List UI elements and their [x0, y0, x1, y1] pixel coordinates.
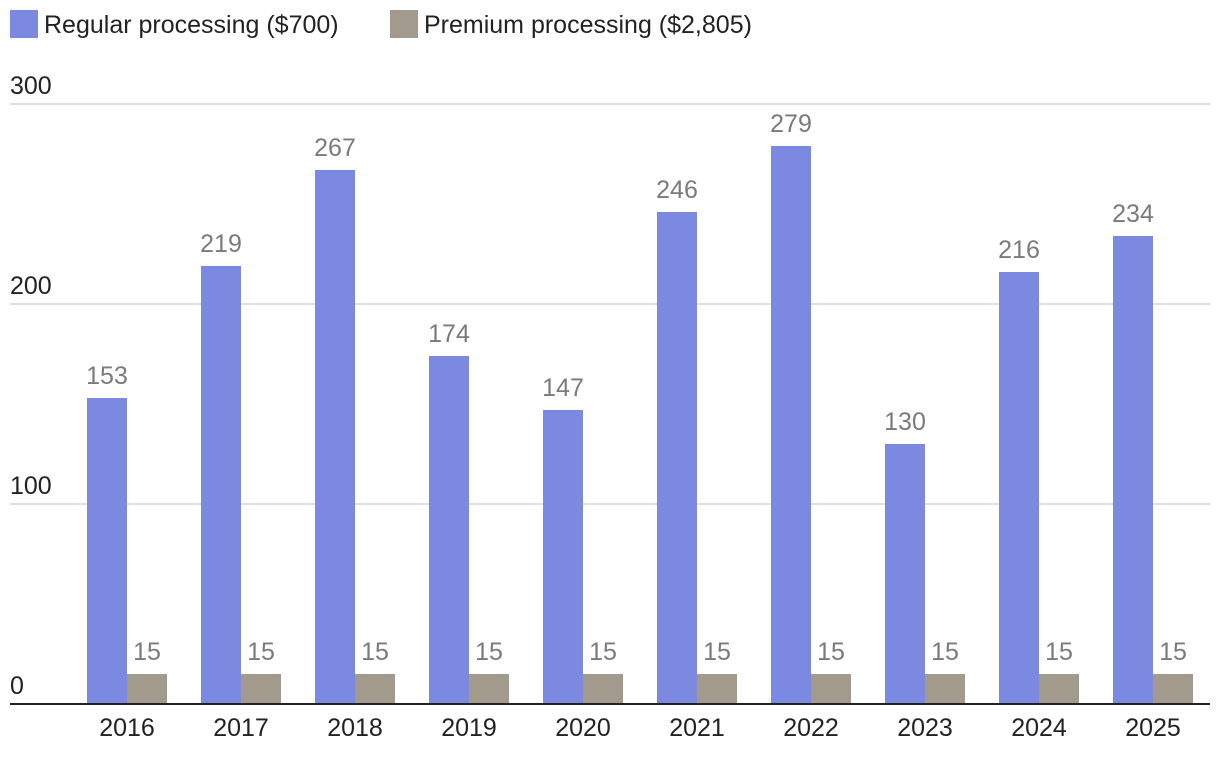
- y-tick-label: 200: [10, 272, 52, 300]
- data-label-premium: 15: [589, 638, 617, 666]
- data-label-regular: 234: [1112, 200, 1154, 228]
- legend-label-regular: Regular processing ($700): [44, 11, 339, 39]
- y-tick-label: 0: [10, 672, 24, 700]
- bars: [87, 146, 1193, 704]
- legend-swatch-premium: [390, 10, 418, 38]
- data-label-regular: 279: [770, 110, 812, 138]
- data-label-regular: 267: [314, 134, 356, 162]
- x-tick-label: 2022: [783, 714, 839, 742]
- bar-premium: [469, 674, 509, 704]
- data-label-premium: 15: [931, 638, 959, 666]
- bar-premium: [925, 674, 965, 704]
- x-tick-label: 2017: [213, 714, 269, 742]
- bar-premium: [241, 674, 281, 704]
- legend-swatch-regular: [10, 10, 38, 38]
- bar-premium: [1039, 674, 1079, 704]
- bar-premium: [1153, 674, 1193, 704]
- data-label-regular: 174: [428, 320, 470, 348]
- legend: Regular processing ($700) Premium proces…: [10, 10, 752, 39]
- bar-regular: [543, 410, 583, 704]
- data-label-regular: 147: [542, 374, 584, 402]
- data-label-premium: 15: [1159, 638, 1187, 666]
- x-tick-label: 2020: [555, 714, 611, 742]
- data-label-premium: 15: [817, 638, 845, 666]
- x-tick-label: 2024: [1011, 714, 1067, 742]
- data-label-premium: 15: [361, 638, 389, 666]
- y-axis: 0 100 200 300: [10, 72, 52, 700]
- bar-regular: [657, 212, 697, 704]
- bar-premium: [811, 674, 851, 704]
- data-label-premium: 15: [703, 638, 731, 666]
- data-label-regular: 153: [86, 362, 128, 390]
- bar-regular: [999, 272, 1039, 704]
- bar-regular: [771, 146, 811, 704]
- data-label-regular: 246: [656, 176, 698, 204]
- x-tick-label: 2025: [1125, 714, 1181, 742]
- bar-regular: [429, 356, 469, 704]
- bar-regular: [885, 444, 925, 704]
- y-tick-label: 300: [10, 72, 52, 100]
- x-axis: 2016 2017 2018 2019 2020 2021 2022 2023 2024 2025: [10, 703, 1210, 742]
- data-label-premium: 15: [247, 638, 275, 666]
- data-label-regular: 130: [884, 408, 926, 436]
- data-label-regular: 216: [998, 236, 1040, 264]
- x-tick-label: 2023: [897, 714, 953, 742]
- bar-regular: [201, 266, 241, 704]
- y-tick-label: 100: [10, 472, 52, 500]
- x-tick-label: 2016: [99, 714, 155, 742]
- bar-premium: [127, 674, 167, 704]
- x-tick-label: 2018: [327, 714, 383, 742]
- data-label-regular: 219: [200, 230, 242, 258]
- legend-label-premium: Premium processing ($2,805): [424, 11, 752, 39]
- bar-premium: [355, 674, 395, 704]
- bar-regular: [87, 398, 127, 704]
- bar-premium: [583, 674, 623, 704]
- data-label-premium: 15: [1045, 638, 1073, 666]
- data-label-premium: 15: [133, 638, 161, 666]
- bar-regular: [1113, 236, 1153, 704]
- data-label-premium: 15: [475, 638, 503, 666]
- data-labels: 153 15 219 15 267 15 174 15 147 15 246 15 279 15 130 15…: [86, 110, 1187, 666]
- x-tick-label: 2019: [441, 714, 497, 742]
- x-tick-label: 2021: [669, 714, 725, 742]
- bar-regular: [315, 170, 355, 704]
- bar-premium: [697, 674, 737, 704]
